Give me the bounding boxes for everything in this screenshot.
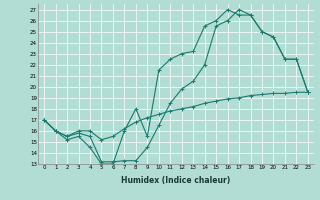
X-axis label: Humidex (Indice chaleur): Humidex (Indice chaleur) <box>121 176 231 185</box>
